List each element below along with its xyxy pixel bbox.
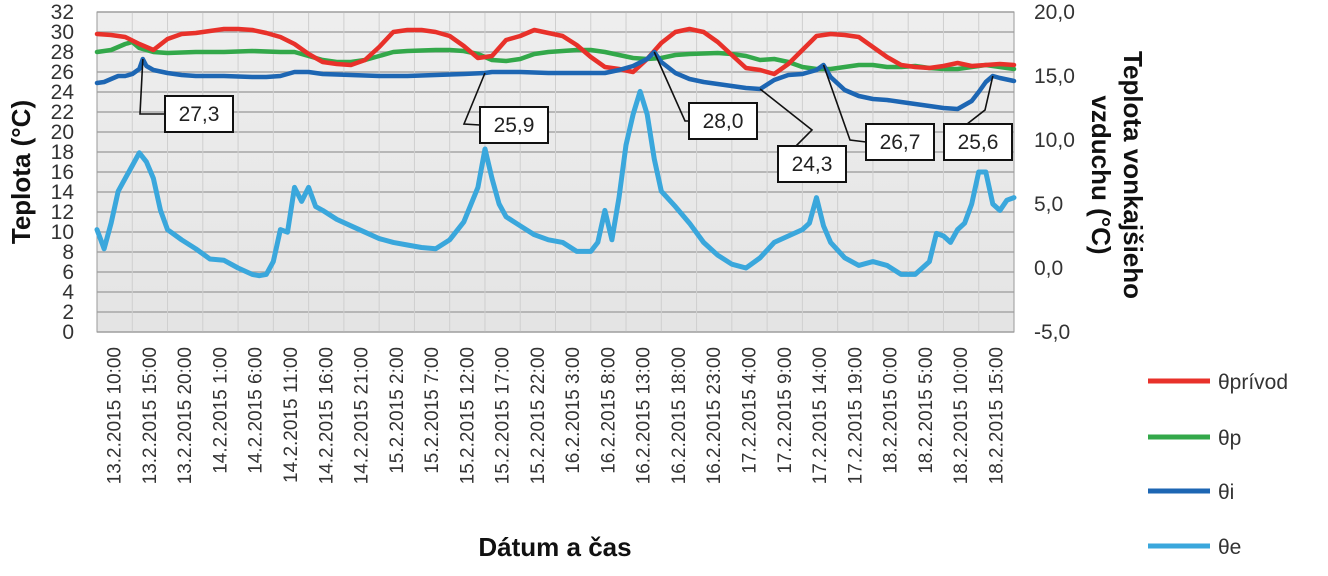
callout-box [777, 145, 847, 183]
callout-box [865, 123, 935, 161]
x-tick-label: 18.2.2015 10:00 [951, 347, 972, 484]
y-tick-label: 10 [51, 221, 74, 244]
x-tick-label: 17.2.2015 4:00 [739, 347, 760, 474]
callout-leader [822, 64, 867, 143]
series-line-1 [94, 26, 1017, 77]
x-tick-label: 16.2.2015 3:00 [563, 347, 584, 474]
x-tick-label: 14.2.2015 21:00 [352, 347, 373, 484]
x-tick-label: 16.2.2015 8:00 [598, 347, 619, 474]
callout-box [943, 123, 1013, 161]
x-tick-label: 17.2.2015 14:00 [810, 347, 831, 484]
callout-box [479, 106, 549, 144]
callout-leader [139, 58, 165, 115]
x-tick-label: 17.2.2015 19:00 [845, 347, 866, 484]
y-tick-label: 32 [51, 1, 74, 24]
callout-label: 26,7 [880, 131, 921, 154]
x-axis: 13.2.2015 10:00 13.2.2015 15:00 13.2.2015 … [105, 347, 1008, 484]
y-tick-label: 6 [62, 261, 74, 284]
y-tick-label: 4 [62, 281, 74, 304]
callouts: 27,3 25,9 28,0 24,3 26,7 25,6 [139, 51, 1013, 183]
y2-tick-label: 0,0 [1034, 257, 1063, 280]
y-tick-label: 8 [62, 241, 74, 264]
x-tick-label: 13.2.2015 15:00 [140, 347, 161, 484]
x-axis-title: Dátum a čas [478, 532, 631, 562]
y-tick-label: 14 [51, 181, 75, 204]
callout-label: 28,0 [703, 110, 744, 133]
plot-border [96, 11, 1015, 333]
right-y-axis: -5,0 0,0 5,0 10,0 15,0 20,0 [1034, 1, 1075, 344]
x-tick-label: 15.2.2015 2:00 [387, 347, 408, 474]
x-tick-label: 15.2.2015 22:00 [528, 347, 549, 484]
y-tick-label: 18 [51, 141, 74, 164]
x-tick-label: 14.2.2015 6:00 [246, 347, 267, 474]
y-tick-label: 26 [51, 61, 74, 84]
y-tick-label: 28 [51, 41, 74, 64]
y2-tick-label: -5,0 [1034, 321, 1070, 344]
right-y-axis-title-line2: vzduchu (°C) [1086, 95, 1116, 254]
callout-box [688, 102, 758, 140]
series-lines [94, 26, 1017, 279]
callout-label: 25,9 [494, 114, 535, 137]
series-line-4 [94, 88, 1017, 279]
y-tick-label: 16 [51, 161, 74, 184]
left-y-axis-title: Teplota (°C) [6, 100, 36, 244]
series-line-2 [94, 39, 1017, 72]
legend-label: θprívod [1218, 371, 1288, 394]
x-tick-label: 18.2.2015 5:00 [916, 347, 937, 474]
x-tick-label: 13.2.2015 20:00 [175, 347, 196, 484]
y2-tick-label: 5,0 [1034, 193, 1063, 216]
callout-label: 27,3 [179, 103, 220, 126]
y2-tick-label: 15,0 [1034, 65, 1075, 88]
legend-label: θi [1218, 481, 1234, 504]
y-tick-label: 12 [51, 201, 74, 224]
x-tick-label: 15.2.2015 17:00 [493, 347, 514, 484]
x-tick-label: 13.2.2015 10:00 [105, 347, 126, 484]
x-tick-label: 15.2.2015 12:00 [457, 347, 478, 484]
x-tick-label: 14.2.2015 1:00 [210, 347, 231, 474]
y-tick-label: 30 [51, 21, 74, 44]
x-tick-label: 15.2.2015 7:00 [422, 347, 443, 474]
y2-tick-label: 20,0 [1034, 1, 1075, 24]
x-tick-label: 16.2.2015 23:00 [704, 347, 725, 484]
y-tick-label: 20 [51, 121, 74, 144]
legend-label: θe [1218, 536, 1241, 559]
x-tick-label: 18.2.2015 15:00 [986, 347, 1007, 484]
x-tick-label: 18.2.2015 0:00 [881, 347, 902, 474]
callout-leader [462, 72, 486, 126]
legend-label: θp [1218, 427, 1241, 450]
x-tick-label: 14.2.2015 11:00 [281, 347, 302, 483]
y2-tick-label: 10,0 [1034, 129, 1075, 152]
callout-box [164, 95, 234, 133]
callout-label: 25,6 [958, 131, 999, 154]
x-tick-label: 17.2.2015 9:00 [775, 347, 796, 474]
legend: θprívod θp θi θe [1148, 371, 1288, 559]
x-tick-label: 14.2.2015 16:00 [316, 347, 337, 484]
x-tick-label: 16.2.2015 13:00 [634, 347, 655, 484]
y-tick-label: 22 [51, 101, 74, 124]
x-tick-label: 16.2.2015 18:00 [669, 347, 690, 484]
y-tick-label: 2 [62, 301, 74, 324]
callout-label: 24,3 [792, 153, 833, 176]
y-tick-label: 24 [51, 81, 75, 104]
y-tick-label: 0 [62, 321, 74, 344]
right-y-axis-title-line1: Teplota vonkajšieho [1118, 51, 1148, 299]
series-line-3 [94, 49, 1017, 112]
callout-leader [653, 51, 689, 122]
